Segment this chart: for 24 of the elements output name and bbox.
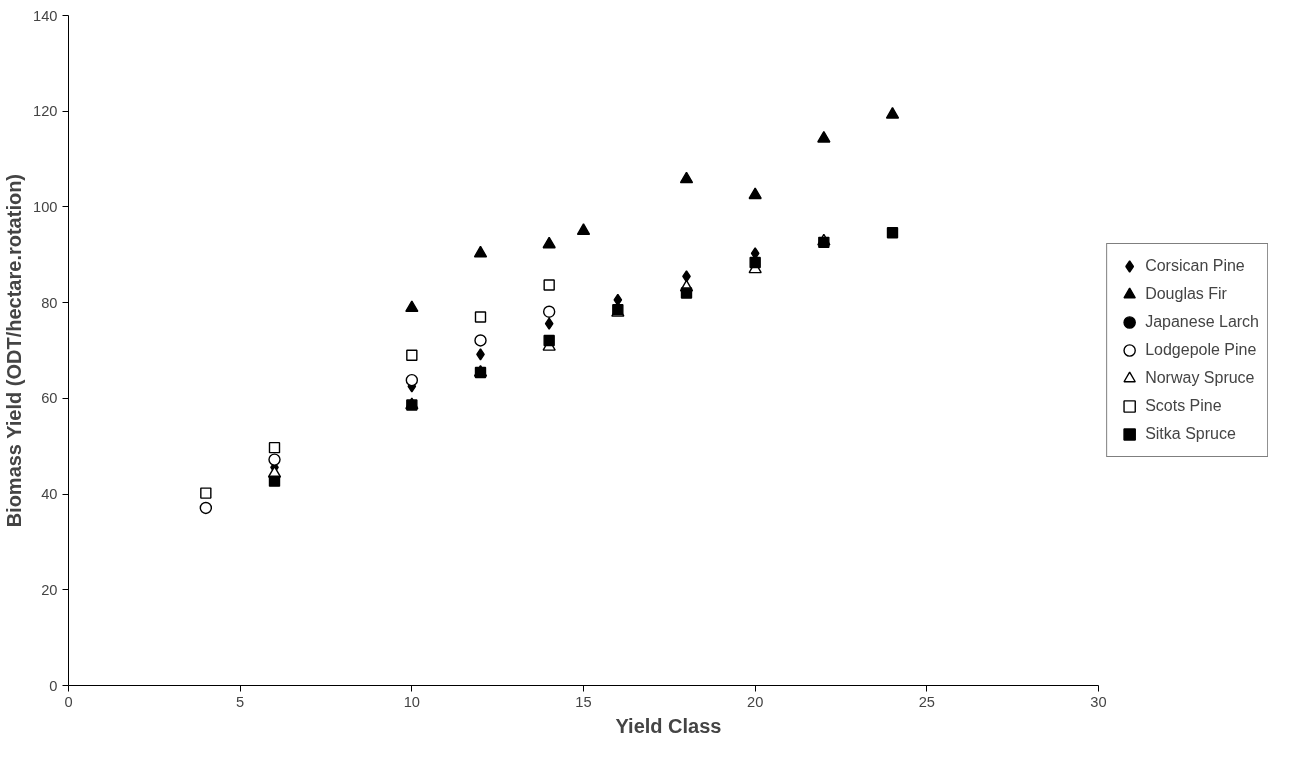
x-tick-label: 30 (1090, 693, 1107, 710)
legend-label: Corsican Pine (1145, 257, 1245, 275)
y-tick-label: 100 (33, 198, 58, 215)
x-tick-label: 20 (747, 693, 764, 710)
y-tick-label: 80 (41, 294, 58, 311)
y-tick-label: 0 (49, 677, 58, 694)
legend-label: Douglas Fir (1145, 285, 1227, 303)
x-tick-label: 15 (575, 693, 592, 710)
legend-label: Lodgepole Pine (1145, 341, 1257, 359)
legend-label: Sitka Spruce (1145, 425, 1236, 443)
y-tick-label: 60 (41, 390, 58, 407)
x-tick-label: 25 (918, 693, 935, 710)
y-axis-title: Biomass Yield (ODT/hectare.rotation) (3, 173, 26, 528)
y-tick-label: 40 (41, 486, 58, 503)
y-tick-label: 140 (33, 7, 58, 24)
legend-label: Scots Pine (1145, 397, 1222, 415)
x-axis-title: Yield Class (615, 714, 722, 737)
y-tick-label: 20 (41, 581, 58, 598)
x-tick-label: 0 (64, 693, 73, 710)
legend-label: Norway Spruce (1145, 369, 1255, 387)
legend-label: Japanese Larch (1145, 313, 1259, 331)
x-tick-label: 5 (236, 693, 245, 710)
x-tick-label: 10 (403, 693, 420, 710)
y-tick-label: 120 (33, 103, 58, 120)
